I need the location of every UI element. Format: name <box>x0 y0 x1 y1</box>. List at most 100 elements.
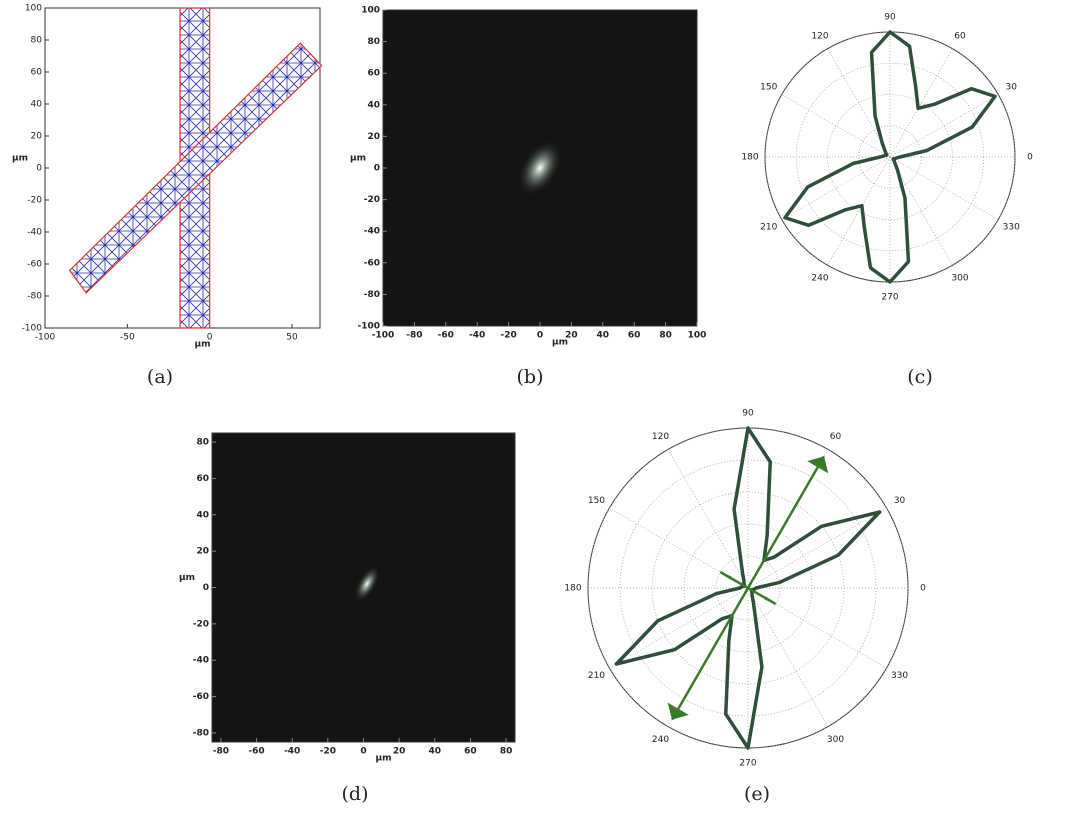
x-tick-label: -20 <box>500 331 516 341</box>
angle-label: 150 <box>588 496 605 506</box>
y-tick-label: -20 <box>193 619 209 629</box>
angle-label: 210 <box>760 223 777 233</box>
angle-label: 120 <box>652 432 669 442</box>
vector-arrow <box>746 455 829 589</box>
y-tick-label: 40 <box>196 510 209 520</box>
vector-arrow <box>719 570 749 590</box>
y-tick-label: -60 <box>27 260 42 270</box>
x-axis-label: µm <box>194 340 210 350</box>
y-tick-label: 60 <box>196 474 209 484</box>
x-tick-label: -100 <box>35 333 56 343</box>
grid-circle <box>619 459 877 717</box>
x-tick-label: 100 <box>688 331 707 341</box>
intensity-spot <box>354 565 380 602</box>
y-tick-label: -60 <box>193 692 209 702</box>
polar-curve <box>783 30 997 284</box>
x-tick-label: 20 <box>393 747 406 757</box>
angle-label: 300 <box>827 735 844 745</box>
x-tick-label: -80 <box>406 331 422 341</box>
angle-label: 60 <box>954 31 966 41</box>
y-tick-label: 20 <box>196 547 209 557</box>
arrow-head <box>807 456 829 474</box>
y-tick-label: -60 <box>364 258 380 268</box>
arrow-head <box>764 596 776 604</box>
y-tick-label: 0 <box>203 583 209 593</box>
x-tick-label: 0 <box>537 331 543 341</box>
grid-circle <box>858 125 922 189</box>
angle-label: 120 <box>811 31 828 41</box>
panel-caption: (c) <box>907 366 932 388</box>
y-tick-label: 60 <box>31 68 43 78</box>
panel-caption: (e) <box>744 783 770 805</box>
x-tick-label: -60 <box>248 747 264 757</box>
y-tick-label: -40 <box>364 227 380 237</box>
x-axis-label: µm <box>375 754 391 764</box>
angle-label: 330 <box>891 671 908 681</box>
y-tick-label: -80 <box>193 728 209 738</box>
angle-label: 0 <box>920 584 926 594</box>
angle-label: 270 <box>881 293 898 303</box>
panel-caption: (b) <box>517 366 544 388</box>
y-tick-label: -20 <box>27 196 42 206</box>
y-tick-label: 100 <box>361 6 380 16</box>
arrow-head <box>667 702 689 720</box>
x-tick-label: 0 <box>207 333 213 343</box>
arrow-head <box>720 572 732 580</box>
y-tick-label: 40 <box>367 100 380 110</box>
angle-label: 180 <box>564 584 581 594</box>
x-tick-label: 50 <box>286 333 298 343</box>
arrow-shaft <box>746 455 826 589</box>
y-tick-label: 0 <box>36 164 42 174</box>
y-tick-label: -100 <box>22 324 43 334</box>
angle-label: 180 <box>741 153 758 163</box>
angle-label: 90 <box>884 13 896 23</box>
angle-label: 30 <box>1006 83 1018 93</box>
angle-label: 270 <box>739 759 756 769</box>
angle-label: 330 <box>1003 223 1020 233</box>
x-tick-label: 80 <box>659 331 672 341</box>
x-tick-label: -40 <box>469 331 485 341</box>
y-tick-label: 80 <box>31 36 43 46</box>
x-tick-label: 0 <box>360 747 366 757</box>
x-tick-label: -50 <box>120 333 135 343</box>
y-tick-label: -100 <box>357 322 380 332</box>
x-tick-label: -80 <box>213 747 229 757</box>
angle-label: 90 <box>742 409 754 419</box>
y-tick-label: -80 <box>364 290 380 300</box>
x-tick-label: -100 <box>372 331 395 341</box>
vector-arrow <box>747 586 777 606</box>
arrow-shaft <box>670 587 750 721</box>
y-tick-label: 60 <box>367 69 380 79</box>
angle-label: 240 <box>811 274 828 284</box>
y-tick-label: 80 <box>367 37 380 47</box>
x-tick-label: 60 <box>628 331 641 341</box>
y-tick-label: 20 <box>31 132 43 142</box>
angle-label: 30 <box>894 496 906 506</box>
mesh-region <box>68 42 323 294</box>
x-tick-label: 60 <box>464 747 477 757</box>
y-tick-label: -40 <box>27 228 42 238</box>
x-tick-label: -40 <box>284 747 300 757</box>
grid-circle <box>715 555 781 621</box>
angle-label: 300 <box>951 274 968 284</box>
y-tick-label: -20 <box>364 195 380 205</box>
y-tick-label: -40 <box>193 656 209 666</box>
angle-label: 210 <box>588 671 605 681</box>
panel-caption: (d) <box>342 783 369 805</box>
angle-label: 0 <box>1027 153 1033 163</box>
y-tick-label: -80 <box>27 292 42 302</box>
y-tick-label: 40 <box>31 100 43 110</box>
angle-label: 240 <box>652 735 669 745</box>
y-axis-label: µm <box>179 573 195 583</box>
x-tick-label: 80 <box>500 747 513 757</box>
angle-label: 150 <box>760 83 777 93</box>
x-tick-label: 40 <box>429 747 442 757</box>
y-tick-label: 0 <box>374 164 380 174</box>
x-tick-label: 40 <box>597 331 610 341</box>
y-tick-label: 100 <box>25 4 42 14</box>
intensity-spot <box>518 140 562 196</box>
y-axis-label: µm <box>350 154 366 164</box>
x-tick-label: -60 <box>438 331 454 341</box>
angle-label: 60 <box>830 432 842 442</box>
